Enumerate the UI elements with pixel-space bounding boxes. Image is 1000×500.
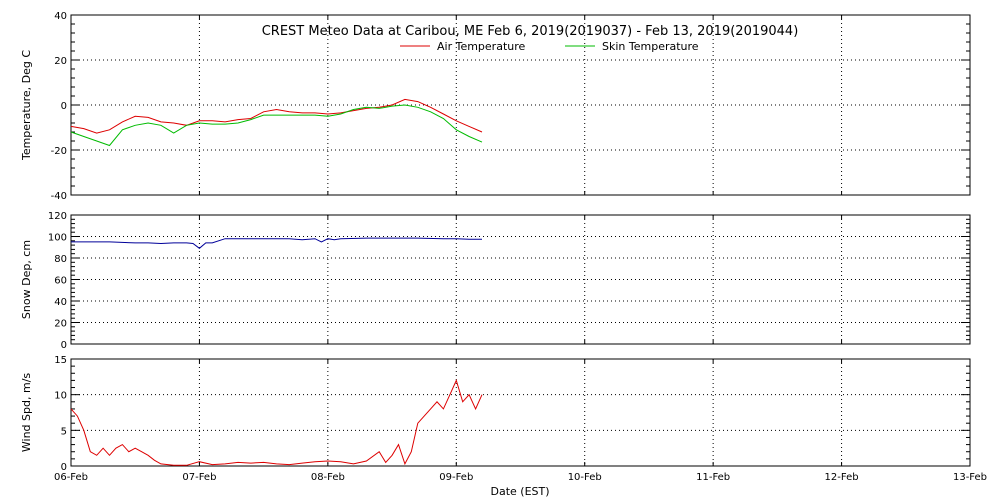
y-axis-label: Temperature, Deg C: [20, 50, 33, 161]
y-tick-label: 120: [48, 211, 67, 222]
x-axis-label: Date (EST): [490, 485, 549, 498]
y-tick-label: -40: [51, 191, 67, 202]
x-tick-label: 12-Feb: [825, 472, 859, 483]
y-tick-label: 80: [54, 254, 67, 265]
date-axis: 06-Feb 07-Feb 08-Feb 09-Feb 10-Feb 11-Feb 12-F…: [54, 472, 987, 483]
y-axis-label: Snow Dep, cm: [20, 240, 33, 319]
y-tick-label: -20: [51, 146, 67, 157]
x-tick-label: 11-Feb: [696, 472, 730, 483]
legend-label: Skin Temperature: [602, 40, 699, 53]
chart-title: CREST Meteo Data at Caribou, ME Feb 6, 2…: [262, 24, 799, 39]
x-tick-label: 08-Feb: [311, 472, 345, 483]
y-tick-label: 5: [61, 426, 67, 437]
y-tick-label: 60: [54, 276, 67, 287]
series-line: [70, 104, 483, 147]
y-tick-label: 15: [54, 355, 67, 366]
snow-depth-panel: 0 20 40 60 80 100 120 Snow Dep, cm: [20, 211, 971, 351]
y-tick-label: 0: [61, 101, 67, 112]
y-tick-label: 20: [54, 56, 67, 67]
y-tick-label: 0: [61, 340, 67, 351]
y-tick-label: 40: [54, 297, 67, 308]
series-line: [70, 98, 483, 134]
x-tick-label: 06-Feb: [54, 472, 88, 483]
x-tick-label: 09-Feb: [439, 472, 473, 483]
y-tick-label: 40: [54, 11, 67, 22]
y-tick-label: 0: [61, 462, 67, 473]
series-line: [71, 237, 482, 249]
wind-speed-panel: 0 5 10 15 Wind Spd, m/s: [20, 355, 971, 473]
y-axis-label: Wind Spd, m/s: [20, 373, 33, 453]
panel-frame: [70, 358, 971, 467]
x-tick-label: 10-Feb: [568, 472, 602, 483]
legend-label: Air Temperature: [437, 40, 526, 53]
y-tick-label: 100: [48, 233, 67, 244]
series-line: [70, 378, 483, 466]
temperature-panel: -40 -20 0 20 40 Temperature, Deg C Air Tempera…: [20, 11, 971, 202]
y-tick-label: 20: [54, 319, 67, 330]
x-tick-label: 13-Feb: [953, 472, 987, 483]
x-tick-label: 07-Feb: [182, 472, 216, 483]
y-tick-label: 10: [54, 391, 67, 402]
